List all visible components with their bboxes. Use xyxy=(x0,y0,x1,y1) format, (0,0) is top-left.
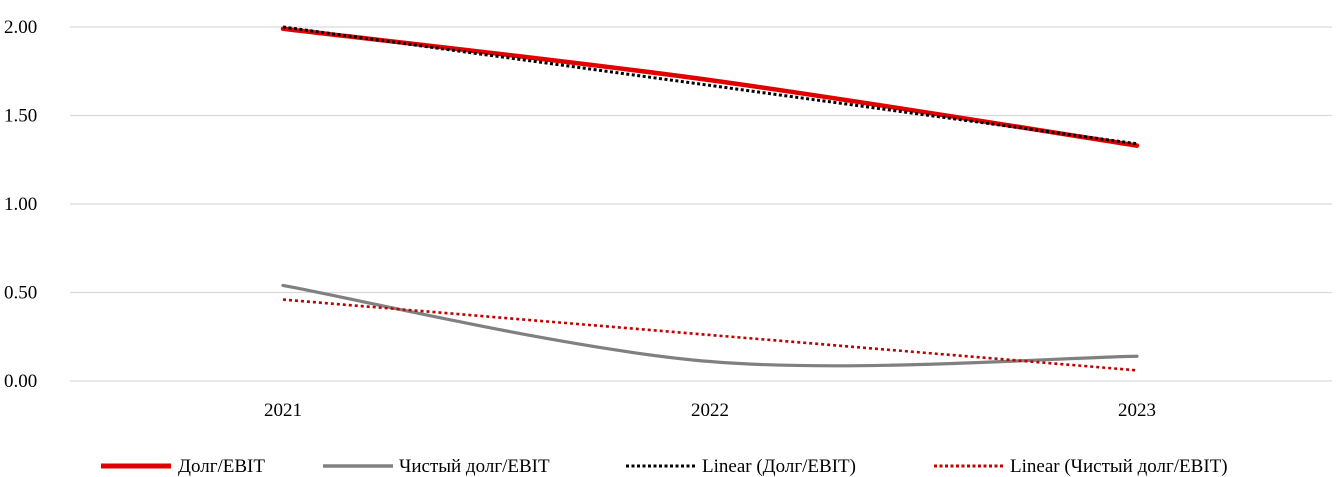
series-line-4 xyxy=(282,298,1138,372)
legend-label: Linear (Долг/EBIT) xyxy=(702,456,856,477)
legend-label: Linear (Чистый долг/EBIT) xyxy=(1010,456,1228,477)
y-tick-label: 0.00 xyxy=(4,371,37,392)
x-tick-label: 2023 xyxy=(1118,400,1156,421)
series-line-3 xyxy=(282,25,1138,146)
y-tick-label: 0.50 xyxy=(4,283,37,304)
legend-label: Чистый долг/EBIT xyxy=(399,456,550,477)
legend: Долг/EBIT Чистый долг/EBIT Linear (Долг/EB… xyxy=(101,456,1228,477)
y-tick-label: 1.00 xyxy=(4,194,37,215)
y-axis-tick-labels: 0.00 0.50 1.00 1.50 2.00 xyxy=(4,17,37,392)
series-line-2 xyxy=(281,283,1139,368)
x-tick-label: 2021 xyxy=(264,400,302,421)
x-axis-tick-labels: 2021 2022 2023 xyxy=(264,400,1156,421)
y-tick-label: 2.00 xyxy=(4,17,37,38)
x-tick-label: 2022 xyxy=(691,400,729,421)
legend-label: Долг/EBIT xyxy=(178,456,265,477)
series-line-1 xyxy=(280,26,1140,148)
y-tick-label: 1.50 xyxy=(4,106,37,127)
gridlines xyxy=(70,26,1332,382)
series-lines xyxy=(280,25,1140,372)
